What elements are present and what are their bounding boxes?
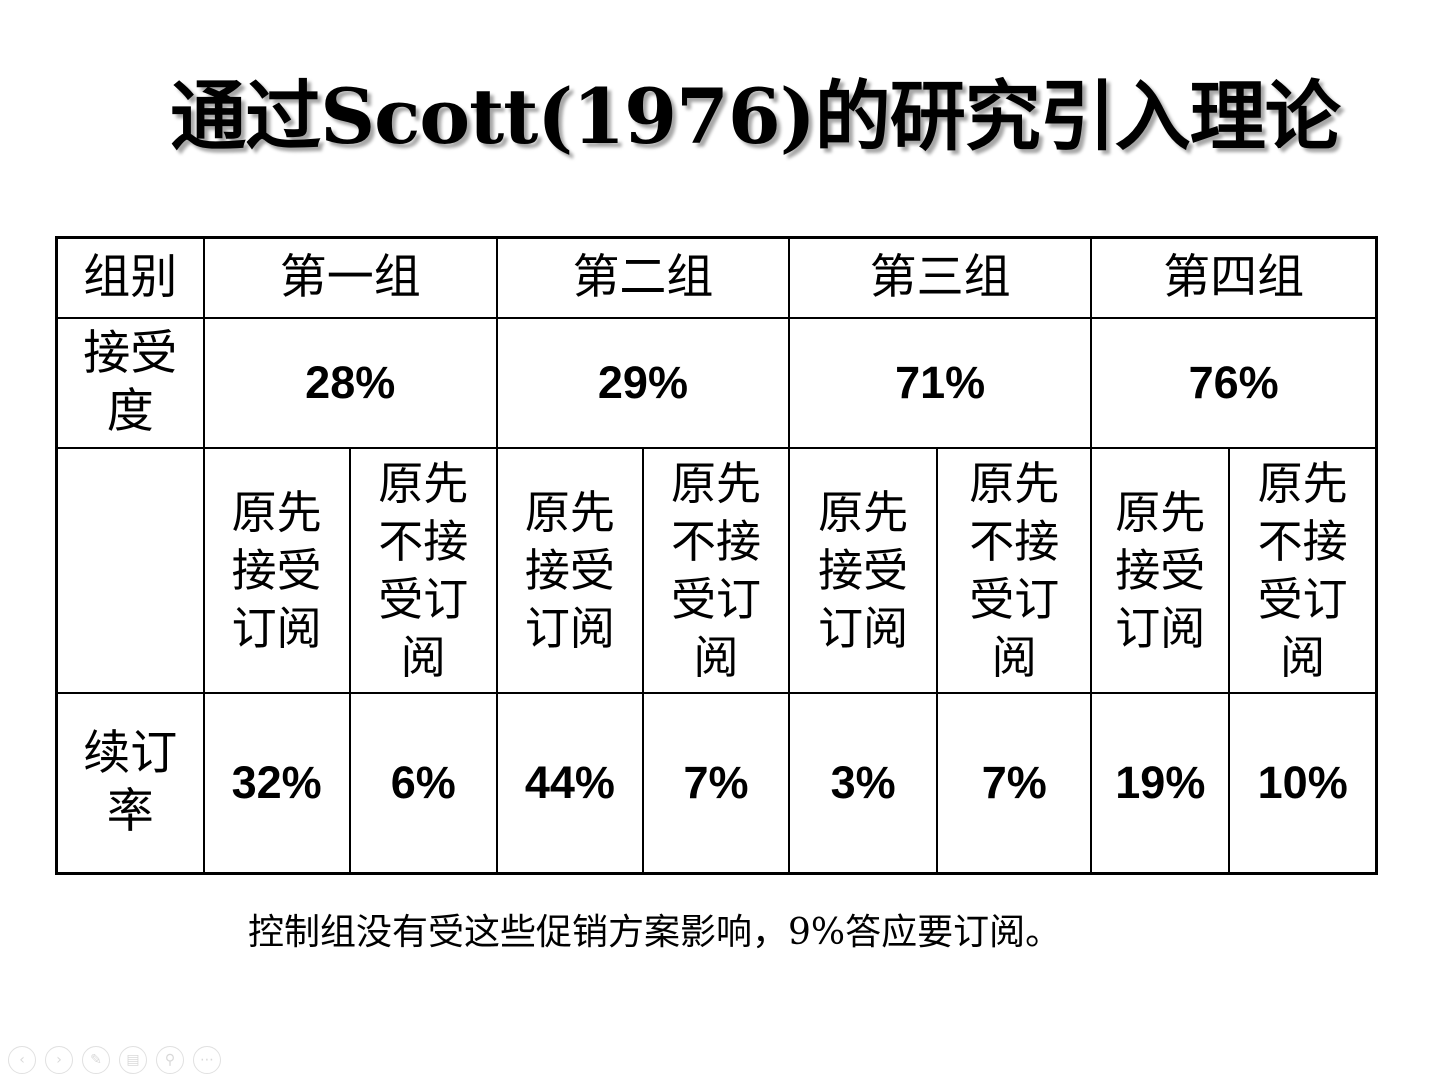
- slide-title: 通过Scott(1976)的研究引入理论: [170, 72, 1341, 161]
- group-header-4: 第四组: [1090, 236, 1378, 319]
- subheader-previously-subscribed: 原先接受订阅: [231, 485, 322, 655]
- sub-cell-g3-prev: 原先接受订阅: [788, 447, 939, 694]
- acceptance-value-1: 28%: [202, 317, 498, 449]
- subheader-previously-subscribed: 原先接受订阅: [818, 485, 909, 655]
- subheader-previously-not-subscribed: 原先不接受订阅: [378, 456, 469, 684]
- subheader-previously-subscribed: 原先接受订阅: [1115, 485, 1206, 655]
- slides-icon[interactable]: ▤: [119, 1046, 147, 1074]
- renewal-row-label: 续订率: [83, 726, 178, 839]
- prev-icon[interactable]: ‹: [8, 1046, 36, 1074]
- renewal-row: 续订率 32% 6% 44% 7% 3% 7% 19% 10%: [55, 692, 1378, 875]
- subheader-previously-not-subscribed: 原先不接受订阅: [969, 456, 1060, 684]
- acceptance-label-cell: 接受度: [55, 317, 205, 449]
- renewal-value-g3-notprev: 7%: [936, 692, 1093, 875]
- acceptance-row-label: 接受度: [83, 326, 178, 439]
- group-header-row: 组别 第一组 第二组 第三组 第四组: [55, 236, 1378, 319]
- sub-cell-g1-notprev: 原先不接受订阅: [348, 447, 498, 694]
- more-icon[interactable]: ⋯: [193, 1046, 221, 1074]
- footnote: 控制组没有受这些促销方案影响，9%答应要订阅。: [248, 912, 1062, 953]
- renewal-value-g4-notprev: 10%: [1228, 692, 1378, 875]
- group-header-1: 第一组: [202, 236, 498, 319]
- sub-cell-g1-prev: 原先接受订阅: [202, 447, 351, 694]
- sub-cell-g2-notprev: 原先不接受订阅: [641, 447, 791, 694]
- acceptance-value-4: 76%: [1090, 317, 1378, 449]
- sub-cell-g2-prev: 原先接受订阅: [495, 447, 644, 694]
- renewal-label-cell: 续订率: [55, 692, 205, 875]
- sub-cell-g3-notprev: 原先不接受订阅: [936, 447, 1093, 694]
- pen-icon[interactable]: ✎: [82, 1046, 110, 1074]
- group-header-2: 第二组: [495, 236, 791, 319]
- renewal-value-g2-notprev: 7%: [641, 692, 791, 875]
- subcolumn-header-row: 原先接受订阅 原先不接受订阅 原先接受订阅 原先不接受订阅 原先接受订阅 原先不…: [55, 447, 1378, 694]
- renewal-value-g1-prev: 32%: [202, 692, 351, 875]
- sub-cell-g4-prev: 原先接受订阅: [1090, 447, 1231, 694]
- acceptance-row: 接受度 28% 29% 71% 76%: [55, 317, 1378, 449]
- subheader-previously-not-subscribed: 原先不接受订阅: [670, 456, 761, 684]
- sub-cell-g4-notprev: 原先不接受订阅: [1228, 447, 1378, 694]
- results-table: 组别 第一组 第二组 第三组 第四组 接受度 28% 29% 71% 76% 原…: [55, 236, 1378, 875]
- group-row-label: 组别: [55, 236, 205, 319]
- slideshow-nav-bar: ‹ › ✎ ▤ ⚲ ⋯: [8, 1046, 221, 1074]
- group-header-3: 第三组: [788, 236, 1093, 319]
- zoom-icon[interactable]: ⚲: [156, 1046, 184, 1074]
- next-icon[interactable]: ›: [45, 1046, 73, 1074]
- subheader-previously-not-subscribed: 原先不接受订阅: [1257, 456, 1348, 684]
- renewal-value-g4-prev: 19%: [1090, 692, 1231, 875]
- subcolumn-label-empty: [55, 447, 205, 694]
- acceptance-value-2: 29%: [495, 317, 791, 449]
- renewal-value-g3-prev: 3%: [788, 692, 939, 875]
- subheader-previously-subscribed: 原先接受订阅: [524, 485, 615, 655]
- renewal-value-g2-prev: 44%: [495, 692, 644, 875]
- renewal-value-g1-notprev: 6%: [348, 692, 498, 875]
- acceptance-value-3: 71%: [788, 317, 1093, 449]
